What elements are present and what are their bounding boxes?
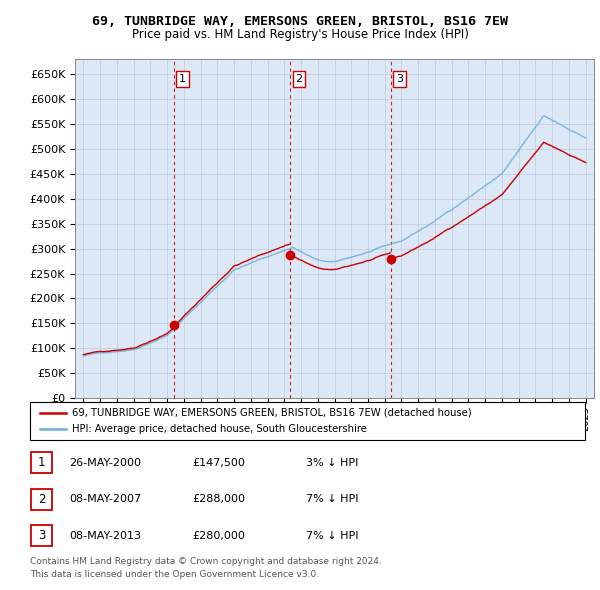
FancyBboxPatch shape <box>31 489 52 510</box>
FancyBboxPatch shape <box>31 452 52 473</box>
Text: 69, TUNBRIDGE WAY, EMERSONS GREEN, BRISTOL, BS16 7EW (detached house): 69, TUNBRIDGE WAY, EMERSONS GREEN, BRIST… <box>71 408 471 418</box>
Text: 7% ↓ HPI: 7% ↓ HPI <box>306 531 359 540</box>
Text: 3: 3 <box>396 74 403 84</box>
Text: 2: 2 <box>295 74 302 84</box>
FancyBboxPatch shape <box>31 525 52 546</box>
Text: 2: 2 <box>38 493 45 506</box>
Text: 7% ↓ HPI: 7% ↓ HPI <box>306 494 359 504</box>
Text: 69, TUNBRIDGE WAY, EMERSONS GREEN, BRISTOL, BS16 7EW: 69, TUNBRIDGE WAY, EMERSONS GREEN, BRIST… <box>92 15 508 28</box>
Text: This data is licensed under the Open Government Licence v3.0.: This data is licensed under the Open Gov… <box>30 571 319 579</box>
Text: 1: 1 <box>179 74 186 84</box>
Text: 3% ↓ HPI: 3% ↓ HPI <box>306 458 358 467</box>
Text: Price paid vs. HM Land Registry's House Price Index (HPI): Price paid vs. HM Land Registry's House … <box>131 28 469 41</box>
Text: Contains HM Land Registry data © Crown copyright and database right 2024.: Contains HM Land Registry data © Crown c… <box>30 558 382 566</box>
Text: 08-MAY-2013: 08-MAY-2013 <box>69 531 141 540</box>
Text: 26-MAY-2000: 26-MAY-2000 <box>69 458 141 467</box>
Text: 08-MAY-2007: 08-MAY-2007 <box>69 494 141 504</box>
Text: 3: 3 <box>38 529 45 542</box>
Text: 1: 1 <box>38 456 45 469</box>
Text: £280,000: £280,000 <box>192 531 245 540</box>
Text: £288,000: £288,000 <box>192 494 245 504</box>
Text: £147,500: £147,500 <box>192 458 245 467</box>
Text: HPI: Average price, detached house, South Gloucestershire: HPI: Average price, detached house, Sout… <box>71 424 367 434</box>
